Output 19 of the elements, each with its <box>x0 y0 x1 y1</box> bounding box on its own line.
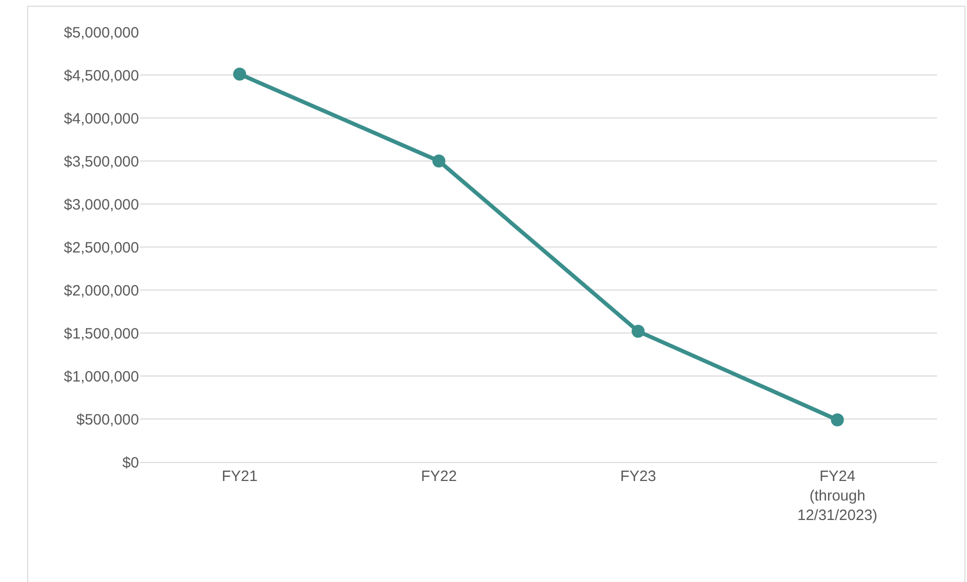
y-tick-label: $500,000 <box>76 411 139 428</box>
point <box>432 154 446 168</box>
y-tick-label: $2,000,000 <box>64 282 139 300</box>
x-tick-label: FY23 <box>620 468 656 485</box>
y-tick-label: $5,000,000 <box>64 24 139 42</box>
y-tick-label: $0 <box>122 454 139 472</box>
point <box>632 324 645 338</box>
point <box>830 413 844 426</box>
y-tick-label: $3,000,000 <box>64 196 139 214</box>
x-tick-label: FY24 (through 12/31/2023) <box>797 468 878 524</box>
y-tick-label: $1,000,000 <box>64 368 139 386</box>
x-tick-label: FY21 <box>222 468 258 485</box>
y-tick-label: $3,500,000 <box>64 153 139 170</box>
y-tick-label: $2,500,000 <box>64 239 139 256</box>
point <box>233 68 246 81</box>
y-tick-label: $4,000,000 <box>64 110 139 128</box>
y-tick-label: $1,500,000 <box>64 325 139 342</box>
y-tick-label: $4,500,000 <box>64 67 139 84</box>
x-tick-label: FY22 <box>420 468 457 485</box>
